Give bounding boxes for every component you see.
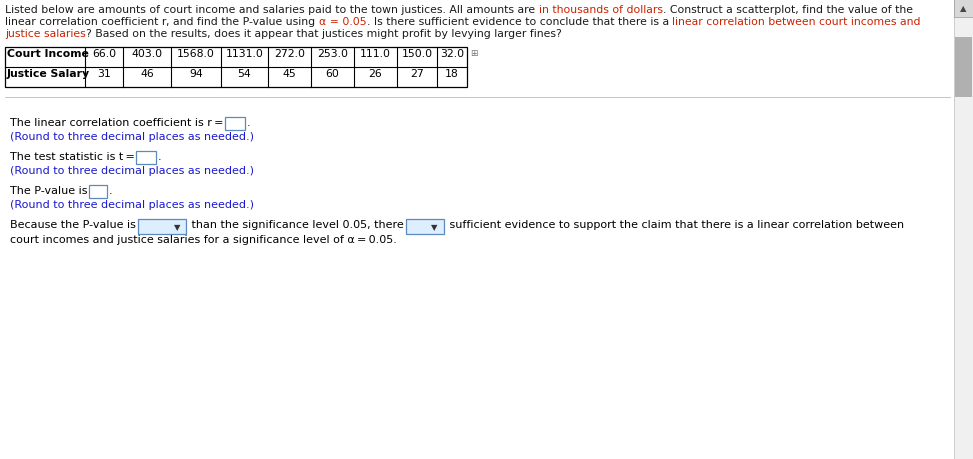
Text: (Round to three decimal places as needed.): (Round to three decimal places as needed… (10, 132, 254, 142)
Bar (954, 0, 973, 18)
Text: ▼: ▼ (173, 223, 180, 231)
Text: α = 0.05: α = 0.05 (319, 17, 367, 27)
Text: 1131.0: 1131.0 (226, 49, 264, 59)
Text: 45: 45 (282, 69, 297, 79)
Text: ▼: ▼ (431, 223, 438, 231)
Text: 32.0: 32.0 (440, 49, 464, 59)
Text: (Round to three decimal places as needed.): (Round to three decimal places as needed… (10, 200, 254, 210)
Text: linear correlation between court incomes and: linear correlation between court incomes… (672, 17, 920, 27)
Text: 272.0: 272.0 (274, 49, 305, 59)
Text: The P-value is: The P-value is (10, 185, 88, 196)
Text: in thousands of dollars: in thousands of dollars (539, 5, 663, 15)
Text: 94: 94 (189, 69, 203, 79)
Bar (225, 118, 244, 131)
Text: court incomes and justice salaries for a significance level of α = 0.05.: court incomes and justice salaries for a… (10, 235, 397, 245)
Bar (406, 219, 444, 235)
Text: 403.0: 403.0 (131, 49, 162, 59)
Bar (954, 0, 973, 459)
Text: , and find the P-value using: , and find the P-value using (166, 17, 319, 27)
Text: 150.0: 150.0 (402, 49, 433, 59)
Text: 1568.0: 1568.0 (177, 49, 215, 59)
Bar (5, 48, 467, 88)
Text: 31: 31 (97, 69, 111, 79)
Text: justice salaries: justice salaries (5, 29, 86, 39)
Text: ▲: ▲ (960, 5, 967, 13)
Text: The test statistic is t =: The test statistic is t = (10, 151, 135, 162)
Text: 66.0: 66.0 (91, 49, 116, 59)
Bar (138, 219, 186, 235)
Text: .: . (246, 118, 250, 128)
Text: 26: 26 (369, 69, 382, 79)
Text: 46: 46 (140, 69, 154, 79)
Text: sufficient evidence to support the claim that there is a linear correlation betw: sufficient evidence to support the claim… (446, 219, 904, 230)
Text: (Round to three decimal places as needed.): (Round to three decimal places as needed… (10, 166, 254, 176)
Text: . Is there sufficient evidence to conclude that there is a: . Is there sufficient evidence to conclu… (367, 17, 672, 27)
Text: 18: 18 (445, 69, 459, 79)
Text: Court Income: Court Income (7, 49, 89, 59)
Text: 60: 60 (326, 69, 340, 79)
Bar (136, 151, 156, 165)
Text: Listed below are amounts of court income and salaries paid to the town justices.: Listed below are amounts of court income… (5, 5, 539, 15)
Text: .: . (158, 151, 162, 162)
Text: than the significance level 0.05, there: than the significance level 0.05, there (188, 219, 404, 230)
Text: Because the P-value is: Because the P-value is (10, 219, 136, 230)
Text: linear correlation coefficient r: linear correlation coefficient r (5, 17, 166, 27)
Text: ? Based on the results, does it appear that justices might profit by levying lar: ? Based on the results, does it appear t… (86, 29, 561, 39)
Text: 54: 54 (237, 69, 251, 79)
Text: Justice Salary: Justice Salary (7, 69, 90, 79)
Text: 111.0: 111.0 (360, 49, 391, 59)
Bar (955, 38, 972, 98)
Text: 253.0: 253.0 (317, 49, 348, 59)
Text: .: . (109, 185, 112, 196)
Text: ⊞: ⊞ (470, 49, 478, 58)
Text: . Construct a scatterplot, find the value of the: . Construct a scatterplot, find the valu… (663, 5, 913, 15)
Text: 27: 27 (411, 69, 424, 79)
Bar (89, 185, 106, 199)
Text: The linear correlation coefficient is r =: The linear correlation coefficient is r … (10, 118, 224, 128)
